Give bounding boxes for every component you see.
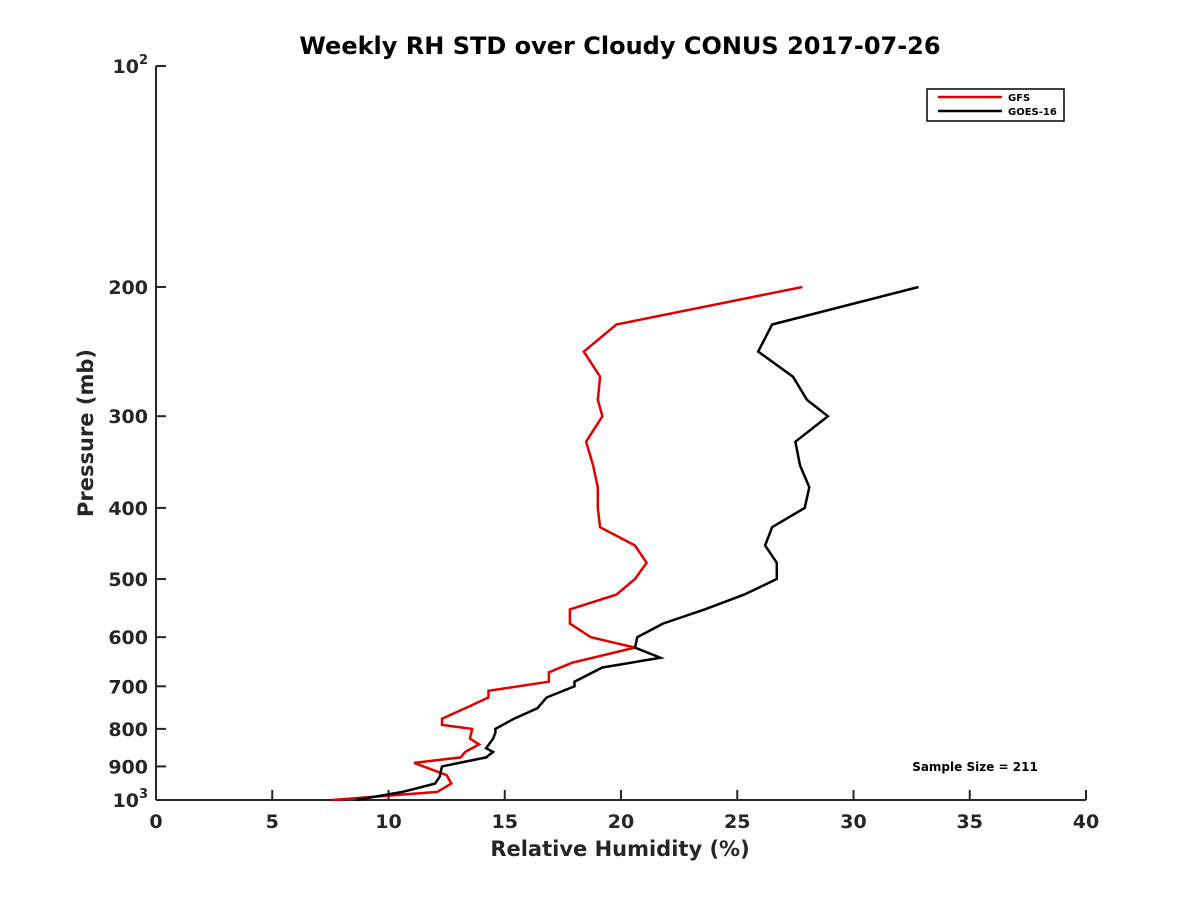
- y-tick-label: 103: [113, 787, 149, 812]
- chart-title: Weekly RH STD over Cloudy CONUS 2017-07-…: [299, 32, 940, 60]
- x-tick-label: 15: [492, 811, 518, 833]
- sample-size-annotation: Sample Size = 211: [912, 760, 1038, 774]
- x-tick-label: 0: [149, 811, 162, 833]
- x-tick-label: 35: [957, 811, 983, 833]
- legend: GFS GOES-16: [926, 88, 1065, 122]
- legend-box: [926, 88, 1065, 122]
- series-line-gfs: [332, 285, 803, 802]
- y-tick-label: 500: [108, 569, 148, 591]
- y-tick-label: 900: [108, 756, 148, 778]
- y-tick-label: 400: [108, 498, 148, 520]
- x-tick-label: 40: [1073, 811, 1099, 833]
- legend-label-gfs: GFS: [1008, 93, 1030, 104]
- x-tick-label: 5: [266, 811, 279, 833]
- axes: 0 5 10 15 20 25 30 35 40 102 200 300 400 500 600 700 800…: [108, 53, 1099, 833]
- x-tick-label: 30: [840, 811, 866, 833]
- x-tick-label: 10: [375, 811, 401, 833]
- series-group: [332, 285, 919, 802]
- x-tick-label: 25: [724, 811, 750, 833]
- y-tick-label: 200: [108, 277, 148, 299]
- y-axis-label: Pressure (mb): [74, 349, 98, 517]
- y-tick-label: 600: [108, 627, 148, 649]
- series-line-goes16: [355, 285, 919, 802]
- y-tick-label: 102: [113, 53, 149, 78]
- x-tick-label: 20: [608, 811, 634, 833]
- y-tick-label: 800: [108, 719, 148, 741]
- y-tick-label: 700: [108, 676, 148, 698]
- y-tick-label: 300: [108, 406, 148, 428]
- x-axis-label: Relative Humidity (%): [490, 837, 749, 861]
- legend-label-goes16: GOES-16: [1008, 107, 1057, 118]
